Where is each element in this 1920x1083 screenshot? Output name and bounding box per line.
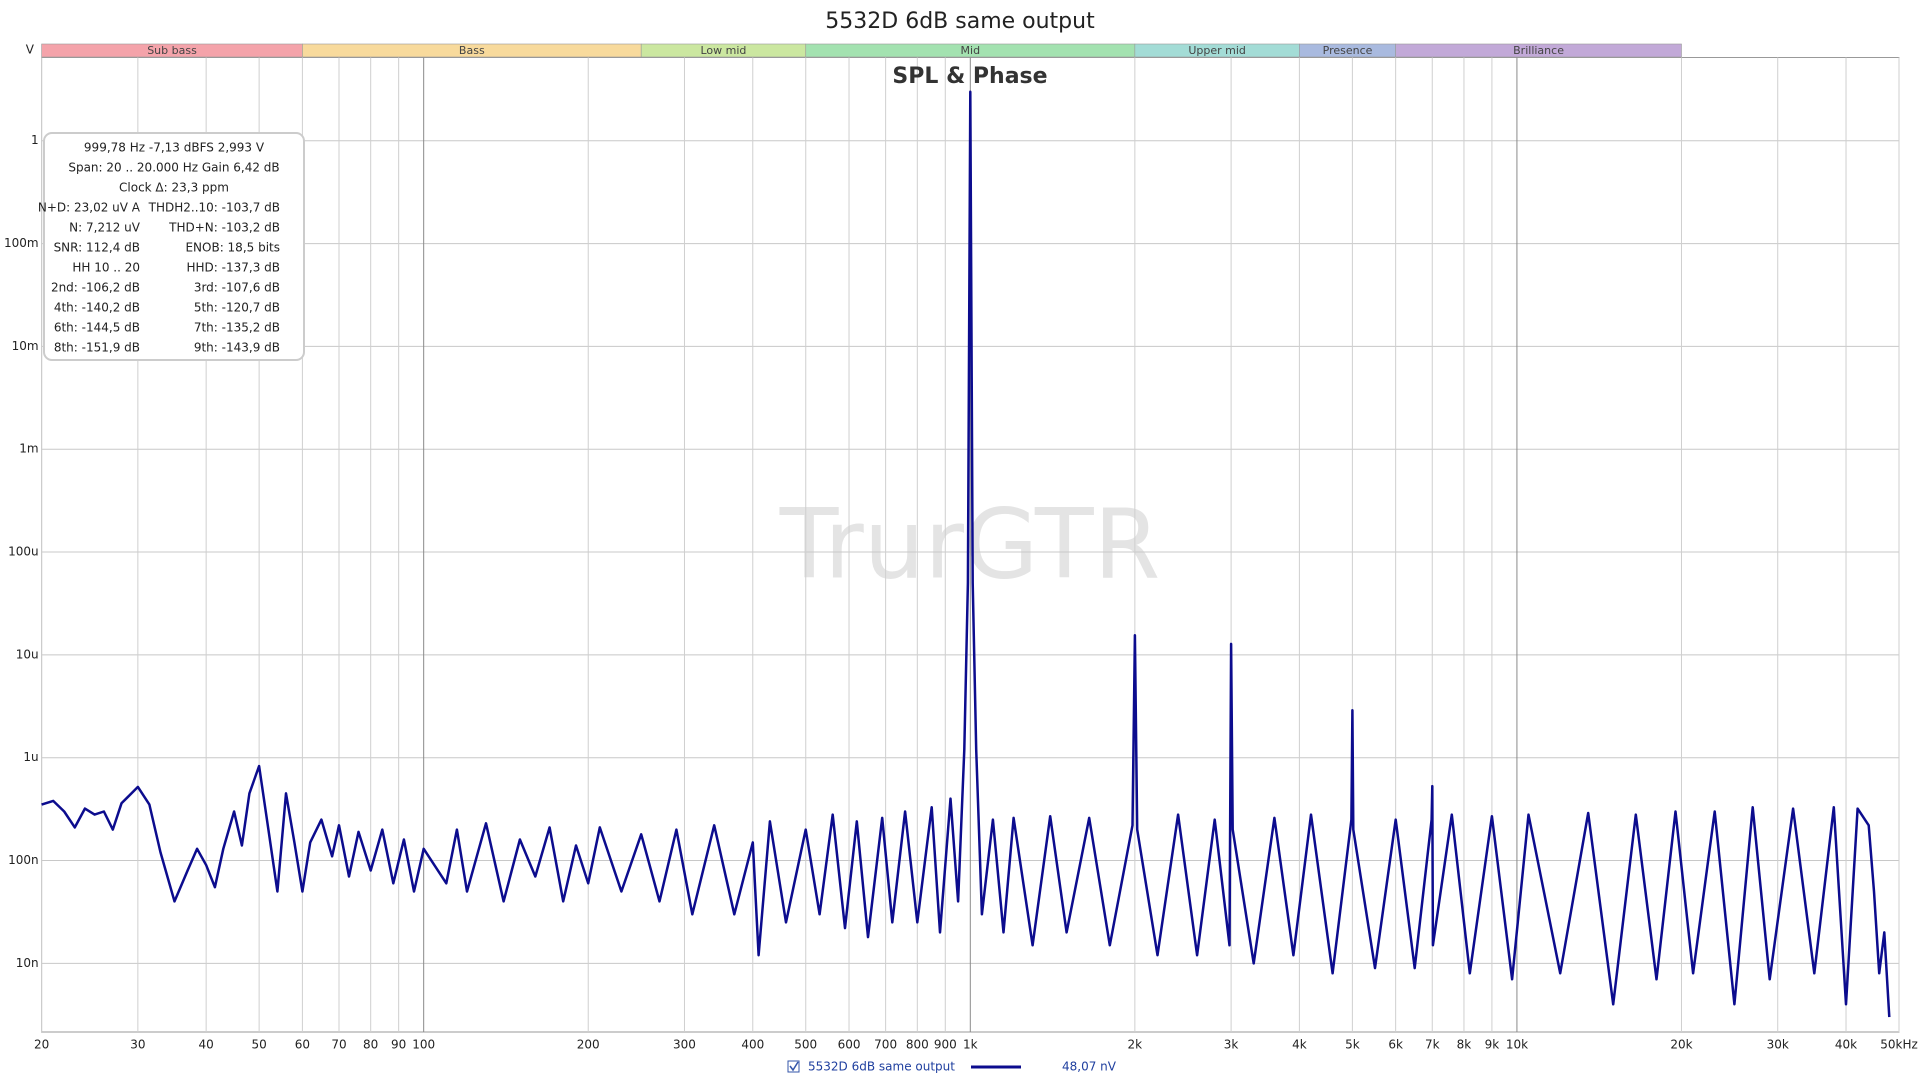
x-tick-label: 600 — [838, 1038, 861, 1052]
info-line: Clock Δ: 23,3 ppm — [119, 181, 229, 195]
x-tick-label: 40 — [199, 1038, 214, 1052]
x-tick-label: 400 — [741, 1038, 764, 1052]
x-tick-label: 80 — [363, 1038, 378, 1052]
band-label: Sub bass — [147, 44, 197, 57]
info-cell: 9th: -143,9 dB — [194, 341, 280, 355]
info-cell: 5th: -120,7 dB — [194, 301, 280, 315]
x-tick-label: 2k — [1128, 1038, 1143, 1052]
x-tick-label: 500 — [794, 1038, 817, 1052]
x-tick-label: 3k — [1224, 1038, 1239, 1052]
y-tick-label: 10m — [12, 339, 39, 353]
legend-value: 48,07 nV — [1062, 1060, 1117, 1074]
info-cell: THD+N: -103,2 dB — [168, 221, 280, 235]
band-label: Upper mid — [1188, 44, 1246, 57]
x-tick-label: 6k — [1388, 1038, 1403, 1052]
x-tick-label: 70 — [331, 1038, 346, 1052]
info-cell: 7th: -135,2 dB — [194, 321, 280, 335]
info-cell: 2nd: -106,2 dB — [51, 281, 140, 295]
x-tick-label: 8k — [1457, 1038, 1472, 1052]
x-tick-label: 4k — [1292, 1038, 1307, 1052]
x-tick-label: 900 — [934, 1038, 957, 1052]
info-line: 999,78 Hz -7,13 dBFS 2,993 V — [84, 141, 265, 155]
info-cell: 6th: -144,5 dB — [54, 321, 140, 335]
info-box-frame — [43, 132, 305, 361]
x-tick-label: 60 — [295, 1038, 310, 1052]
chart-title: 5532D 6dB same output — [825, 9, 1095, 34]
band-label: Presence — [1323, 44, 1373, 57]
x-tick-label: 10k — [1506, 1038, 1528, 1052]
band-label: Mid — [961, 44, 981, 57]
x-tick-label: 1k — [963, 1038, 978, 1052]
y-tick-label: 1 — [31, 133, 39, 147]
y-tick-label: 100u — [8, 545, 39, 559]
x-tick-label: 50kHz — [1880, 1038, 1918, 1052]
legend-label: 5532D 6dB same output — [808, 1060, 955, 1074]
info-box: 999,78 Hz -7,13 dBFS 2,993 V Span: 20 .. … — [38, 132, 305, 361]
info-cell: HH 10 .. 20 — [72, 261, 140, 275]
info-cell: HHD: -137,3 dB — [187, 261, 281, 275]
x-tick-label: 700 — [874, 1038, 897, 1052]
legend-checkbox — [787, 1060, 800, 1073]
x-tick-label: 800 — [906, 1038, 929, 1052]
info-cell: ENOB: 18,5 bits — [185, 241, 280, 255]
x-tick-label: 90 — [391, 1038, 406, 1052]
band-label: Low mid — [701, 44, 747, 57]
y-tick-label: 10n — [16, 956, 39, 970]
x-tick-label: 7k — [1425, 1038, 1440, 1052]
x-tick-label: 20 — [34, 1038, 49, 1052]
y-unit: V — [26, 43, 35, 57]
x-tick-label: 30k — [1767, 1038, 1789, 1052]
info-cell: N+D: 23,02 uV A — [38, 201, 141, 215]
legend-check — [789, 1061, 799, 1072]
info-cell: 3rd: -107,6 dB — [194, 281, 280, 295]
y-tick-label: 1m — [19, 442, 38, 456]
info-line: Span: 20 .. 20.000 Hz Gain 6,42 dB — [68, 161, 279, 175]
info-cell: N: 7,212 uV — [69, 221, 141, 235]
info-cell: SNR: 112,4 dB — [54, 241, 140, 255]
x-tick-label: 30 — [130, 1038, 145, 1052]
x-tick-label: 9k — [1485, 1038, 1500, 1052]
x-tick-label: 100 — [412, 1038, 435, 1052]
y-tick-label: 100n — [8, 853, 39, 867]
x-tick-label: 50 — [251, 1038, 266, 1052]
info-cell: THDH2..10: -103,7 dB — [148, 201, 280, 215]
info-cell: 8th: -151,9 dB — [54, 341, 140, 355]
y-tick-label: 1u — [23, 750, 38, 764]
x-tick-label: 5k — [1345, 1038, 1360, 1052]
x-tick-label: 300 — [673, 1038, 696, 1052]
x-tick-label: 200 — [577, 1038, 600, 1052]
band-label: Bass — [459, 44, 485, 57]
x-tick-label: 40k — [1835, 1038, 1857, 1052]
info-cell: 4th: -140,2 dB — [54, 301, 140, 315]
y-tick-label: 10u — [16, 647, 39, 661]
subtitle: SPL & Phase — [892, 64, 1047, 89]
band-label: Brilliance — [1513, 44, 1564, 57]
spectrum-line — [41, 90, 1891, 1018]
x-tick-label: 20k — [1670, 1038, 1692, 1052]
y-tick-label: 100m — [4, 236, 39, 250]
